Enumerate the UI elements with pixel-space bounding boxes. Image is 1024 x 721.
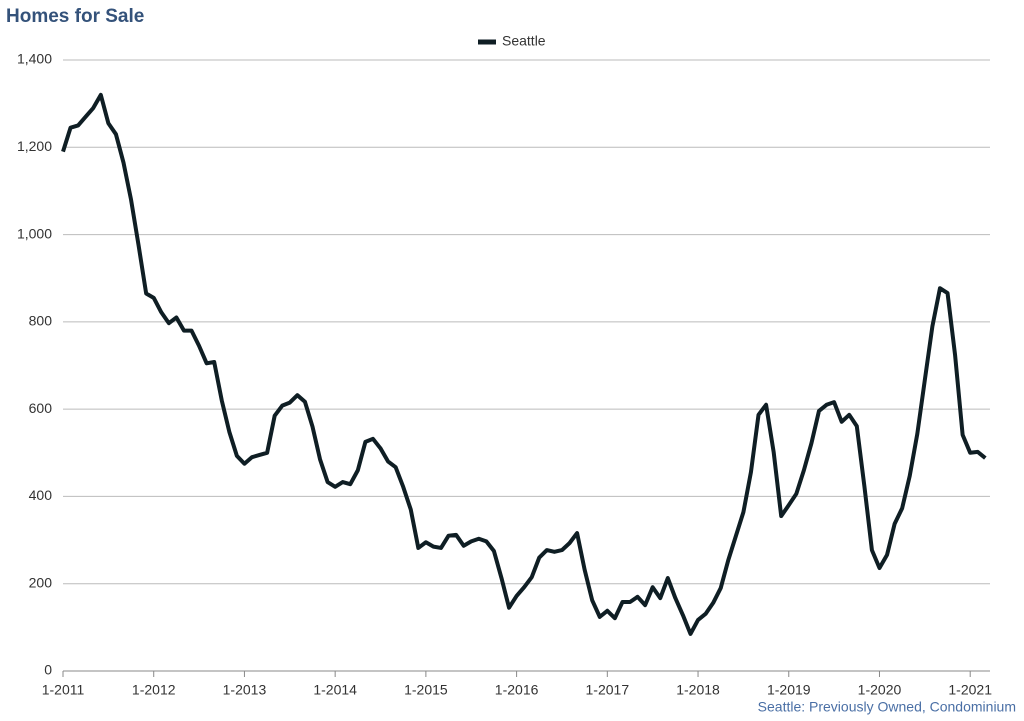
legend-label: Seattle	[502, 33, 546, 49]
series-line	[61, 92, 987, 636]
x-tick-label: 1-2018	[676, 682, 720, 698]
y-tick-label: 200	[29, 574, 53, 590]
y-tick-label: 600	[29, 400, 53, 416]
y-tick-label: 1,400	[17, 51, 52, 67]
x-tick-label: 1-2012	[132, 682, 176, 698]
chart-note: Seattle: Previously Owned, Condominium	[758, 699, 1016, 715]
x-tick-label: 1-2016	[495, 682, 539, 698]
y-tick-label: 0	[44, 662, 52, 678]
x-tick-label: 1-2013	[223, 682, 267, 698]
x-tick-label: 1-2011	[42, 682, 85, 698]
x-tick-label: 1-2019	[767, 682, 811, 698]
y-tick-label: 1,200	[17, 138, 52, 154]
chart-title: Homes for Sale	[6, 6, 144, 27]
x-tick-label: 1-2014	[313, 682, 357, 698]
x-tick-label: 1-2017	[586, 682, 630, 698]
x-tick-label: 1-2020	[858, 682, 902, 698]
y-tick-label: 1,000	[17, 225, 52, 241]
y-tick-label: 800	[29, 313, 53, 329]
x-tick-label: 1-2021	[948, 682, 992, 698]
y-tick-label: 400	[29, 487, 53, 503]
x-tick-label: 1-2015	[404, 682, 448, 698]
